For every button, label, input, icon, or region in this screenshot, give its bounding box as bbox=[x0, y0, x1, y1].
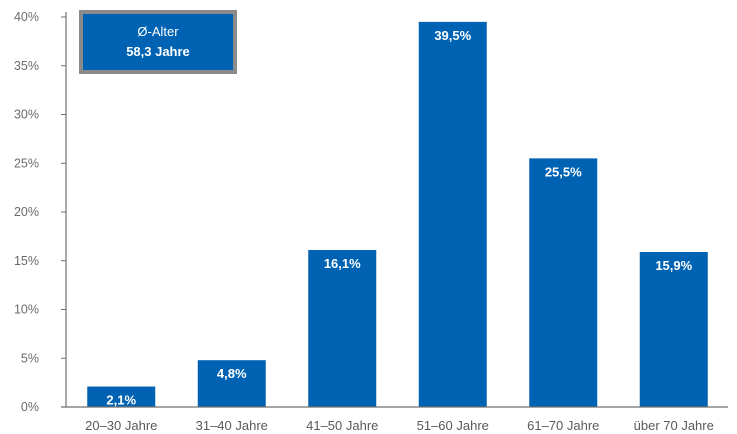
bar bbox=[87, 386, 156, 407]
y-tick-label: 15% bbox=[14, 254, 39, 268]
bar bbox=[639, 251, 708, 407]
x-axis-labels: 20–30 Jahre 31–40 Jahre 41–50 Jahre 51–60 J… bbox=[85, 418, 714, 433]
average-age-box: Ø-Alter 58,3 Jahre bbox=[79, 10, 237, 74]
y-axis-ticks: 0% 5% 10% 15% 20% 25% 30% 35% 40% bbox=[14, 10, 66, 414]
x-tick-label: 41–50 Jahre bbox=[306, 418, 378, 433]
y-tick-label: 25% bbox=[14, 156, 39, 170]
y-tick-label: 10% bbox=[14, 303, 39, 317]
bar-value-label: 16,1% bbox=[324, 256, 361, 271]
y-tick-label: 35% bbox=[14, 59, 39, 73]
y-tick-label: 20% bbox=[14, 205, 39, 219]
bar-value-label: 4,8% bbox=[217, 366, 247, 381]
y-tick-label: 40% bbox=[14, 10, 39, 24]
bar-value-label: 25,5% bbox=[545, 164, 582, 179]
bar bbox=[529, 158, 598, 407]
bar bbox=[197, 360, 266, 407]
y-tick-label: 5% bbox=[21, 351, 39, 365]
bars bbox=[87, 21, 708, 407]
y-tick-label: 30% bbox=[14, 108, 39, 122]
bar-value-label: 39,5% bbox=[434, 28, 471, 43]
bar bbox=[418, 21, 487, 407]
bar-value-label: 2,1% bbox=[106, 393, 136, 408]
axes bbox=[61, 12, 728, 408]
bar bbox=[308, 250, 377, 407]
x-tick-label: 61–70 Jahre bbox=[527, 418, 599, 433]
bar-value-label: 15,9% bbox=[655, 258, 692, 273]
x-tick-label: 51–60 Jahre bbox=[417, 418, 489, 433]
x-tick-label: 20–30 Jahre bbox=[85, 418, 157, 433]
y-tick-label: 0% bbox=[21, 400, 39, 414]
bar-value-labels: 2,1% 4,8% 16,1% 39,5% 25,5% 15,9% bbox=[106, 28, 692, 408]
average-box-background bbox=[83, 14, 233, 70]
average-box-title: Ø-Alter bbox=[137, 24, 179, 39]
x-tick-label: über 70 Jahre bbox=[634, 418, 714, 433]
average-box-value: 58,3 Jahre bbox=[126, 44, 190, 59]
x-tick-label: 31–40 Jahre bbox=[196, 418, 268, 433]
